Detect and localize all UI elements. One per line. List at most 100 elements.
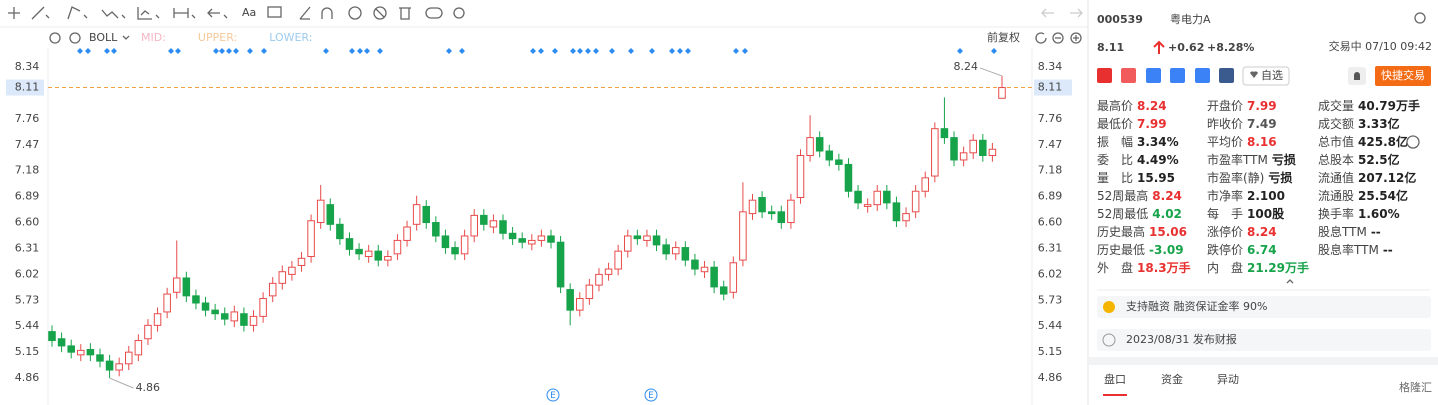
candle-body <box>403 226 411 241</box>
zoom-out[interactable] <box>1052 32 1064 44</box>
candle-body <box>604 268 613 275</box>
chart-controls <box>1035 32 1082 44</box>
icon[interactable] <box>1195 68 1210 83</box>
stat-value: 7.99 <box>1247 99 1277 113</box>
stat-label: 每 手 <box>1207 206 1243 221</box>
back-icon[interactable] <box>207 8 228 19</box>
candle-body <box>441 235 450 249</box>
candle-body <box>729 262 738 293</box>
icon[interactable] <box>1121 68 1136 83</box>
path-icon[interactable] <box>67 6 88 20</box>
y-tick-label: 8.34 <box>1038 60 1063 73</box>
watch-label[interactable]: 自选 <box>1261 69 1283 82</box>
y-tick-label: 6.02 <box>15 267 40 280</box>
reset-icon[interactable] <box>1035 32 1047 44</box>
trade-button[interactable] <box>1375 66 1431 86</box>
stat-value: -- <box>1383 243 1393 257</box>
indicator-dropdown[interactable] <box>122 35 130 40</box>
stat: 外 盘 18.3万手 <box>1097 260 1191 275</box>
section-gap <box>1089 357 1438 365</box>
signal-marker <box>628 48 634 54</box>
indicator-label: UPPER: <box>198 31 237 44</box>
event-marker <box>644 388 658 402</box>
measure-icon[interactable] <box>173 8 196 19</box>
candle-body <box>307 220 315 258</box>
font-tool[interactable]: Aa <box>242 6 256 19</box>
tab-active[interactable]: 盘口 <box>1104 372 1126 386</box>
indicator-name[interactable]: BOLL <box>89 31 118 44</box>
collapse-icon[interactable] <box>1286 279 1294 284</box>
wave-icon[interactable] <box>101 9 126 19</box>
toggle-icon[interactable] <box>425 7 443 19</box>
signal-marker <box>357 48 363 54</box>
signal-marker <box>609 48 615 54</box>
more-icon[interactable] <box>1406 135 1420 149</box>
y-tick-label: 6.02 <box>1038 267 1063 280</box>
stat-label: 量 比 <box>1097 171 1133 185</box>
candle-body <box>767 211 776 215</box>
candle-body <box>623 235 632 252</box>
delete-icon[interactable] <box>399 7 411 20</box>
candle-body <box>192 295 200 304</box>
heart-icon <box>1250 71 1258 78</box>
magnet-icon[interactable] <box>321 7 333 19</box>
zoom-in[interactable] <box>1070 32 1082 44</box>
signal-marker <box>733 48 739 54</box>
undo-redo[interactable] <box>1041 8 1083 18</box>
candle-body <box>700 266 709 273</box>
stat-label: 股息TTM <box>1318 224 1367 239</box>
candle-body <box>796 154 805 199</box>
icon[interactable] <box>1219 68 1234 83</box>
notice[interactable]: 支持融资 融资保证金率 90% <box>1126 299 1267 313</box>
settings-icon[interactable] <box>453 7 465 19</box>
y-tick-label: 5.15 <box>1038 345 1063 358</box>
notice[interactable]: 2023/08/31 发布财报 <box>1126 332 1237 346</box>
feature-icons <box>1097 68 1234 83</box>
hide-icon[interactable] <box>373 6 387 20</box>
y-tick-label: 6.31 <box>15 241 40 254</box>
trade-label[interactable]: 快捷交易 <box>1381 68 1425 82</box>
tab[interactable]: 异动 <box>1217 373 1239 386</box>
candle-body <box>480 214 488 225</box>
chart-icon[interactable] <box>137 7 160 20</box>
icon[interactable] <box>1146 68 1161 83</box>
icon[interactable] <box>1097 68 1112 83</box>
watch-button[interactable] <box>1242 66 1290 86</box>
candle-body <box>758 197 766 213</box>
y-tick-label: 7.76 <box>15 112 40 125</box>
stat: 市净率 2.100 <box>1207 188 1285 203</box>
candle-body <box>422 205 431 224</box>
candle-body <box>863 204 872 207</box>
candle-body <box>77 349 85 356</box>
candle-body <box>921 177 929 192</box>
stat-value: 8.24 <box>1247 225 1277 239</box>
candle-body <box>182 277 191 297</box>
signal-marker <box>233 48 239 54</box>
candle-body <box>172 277 181 293</box>
stat-label: 委 比 <box>1097 153 1133 167</box>
comment-icon[interactable] <box>267 6 282 18</box>
crosshair-icon[interactable] <box>8 7 20 19</box>
signal-marker <box>377 48 383 54</box>
indicator-settings[interactable] <box>49 32 61 44</box>
y-tick-label: 5.73 <box>15 293 40 306</box>
stat: 昨收价 7.49 <box>1207 117 1277 131</box>
signal-marker <box>459 48 465 54</box>
candle-body <box>345 238 354 250</box>
tab[interactable]: 资金 <box>1161 372 1183 386</box>
candle-body <box>825 150 834 161</box>
icon[interactable] <box>1170 68 1185 83</box>
candle-body <box>883 190 891 204</box>
stat-label: 换手率 <box>1318 206 1354 221</box>
eye-icon[interactable] <box>348 6 362 20</box>
panel-settings[interactable] <box>1414 12 1426 24</box>
candle-body <box>854 190 862 204</box>
candle-body <box>364 250 373 258</box>
stat-value: 1.60% <box>1358 207 1400 221</box>
line-icon[interactable] <box>31 6 50 20</box>
indicator-close[interactable] <box>69 32 81 44</box>
stat: 流通值 207.12亿 <box>1318 170 1416 185</box>
adjust-mode[interactable]: 前复权 <box>987 30 1020 44</box>
candle-body <box>931 128 939 177</box>
angle-icon[interactable] <box>299 6 311 20</box>
